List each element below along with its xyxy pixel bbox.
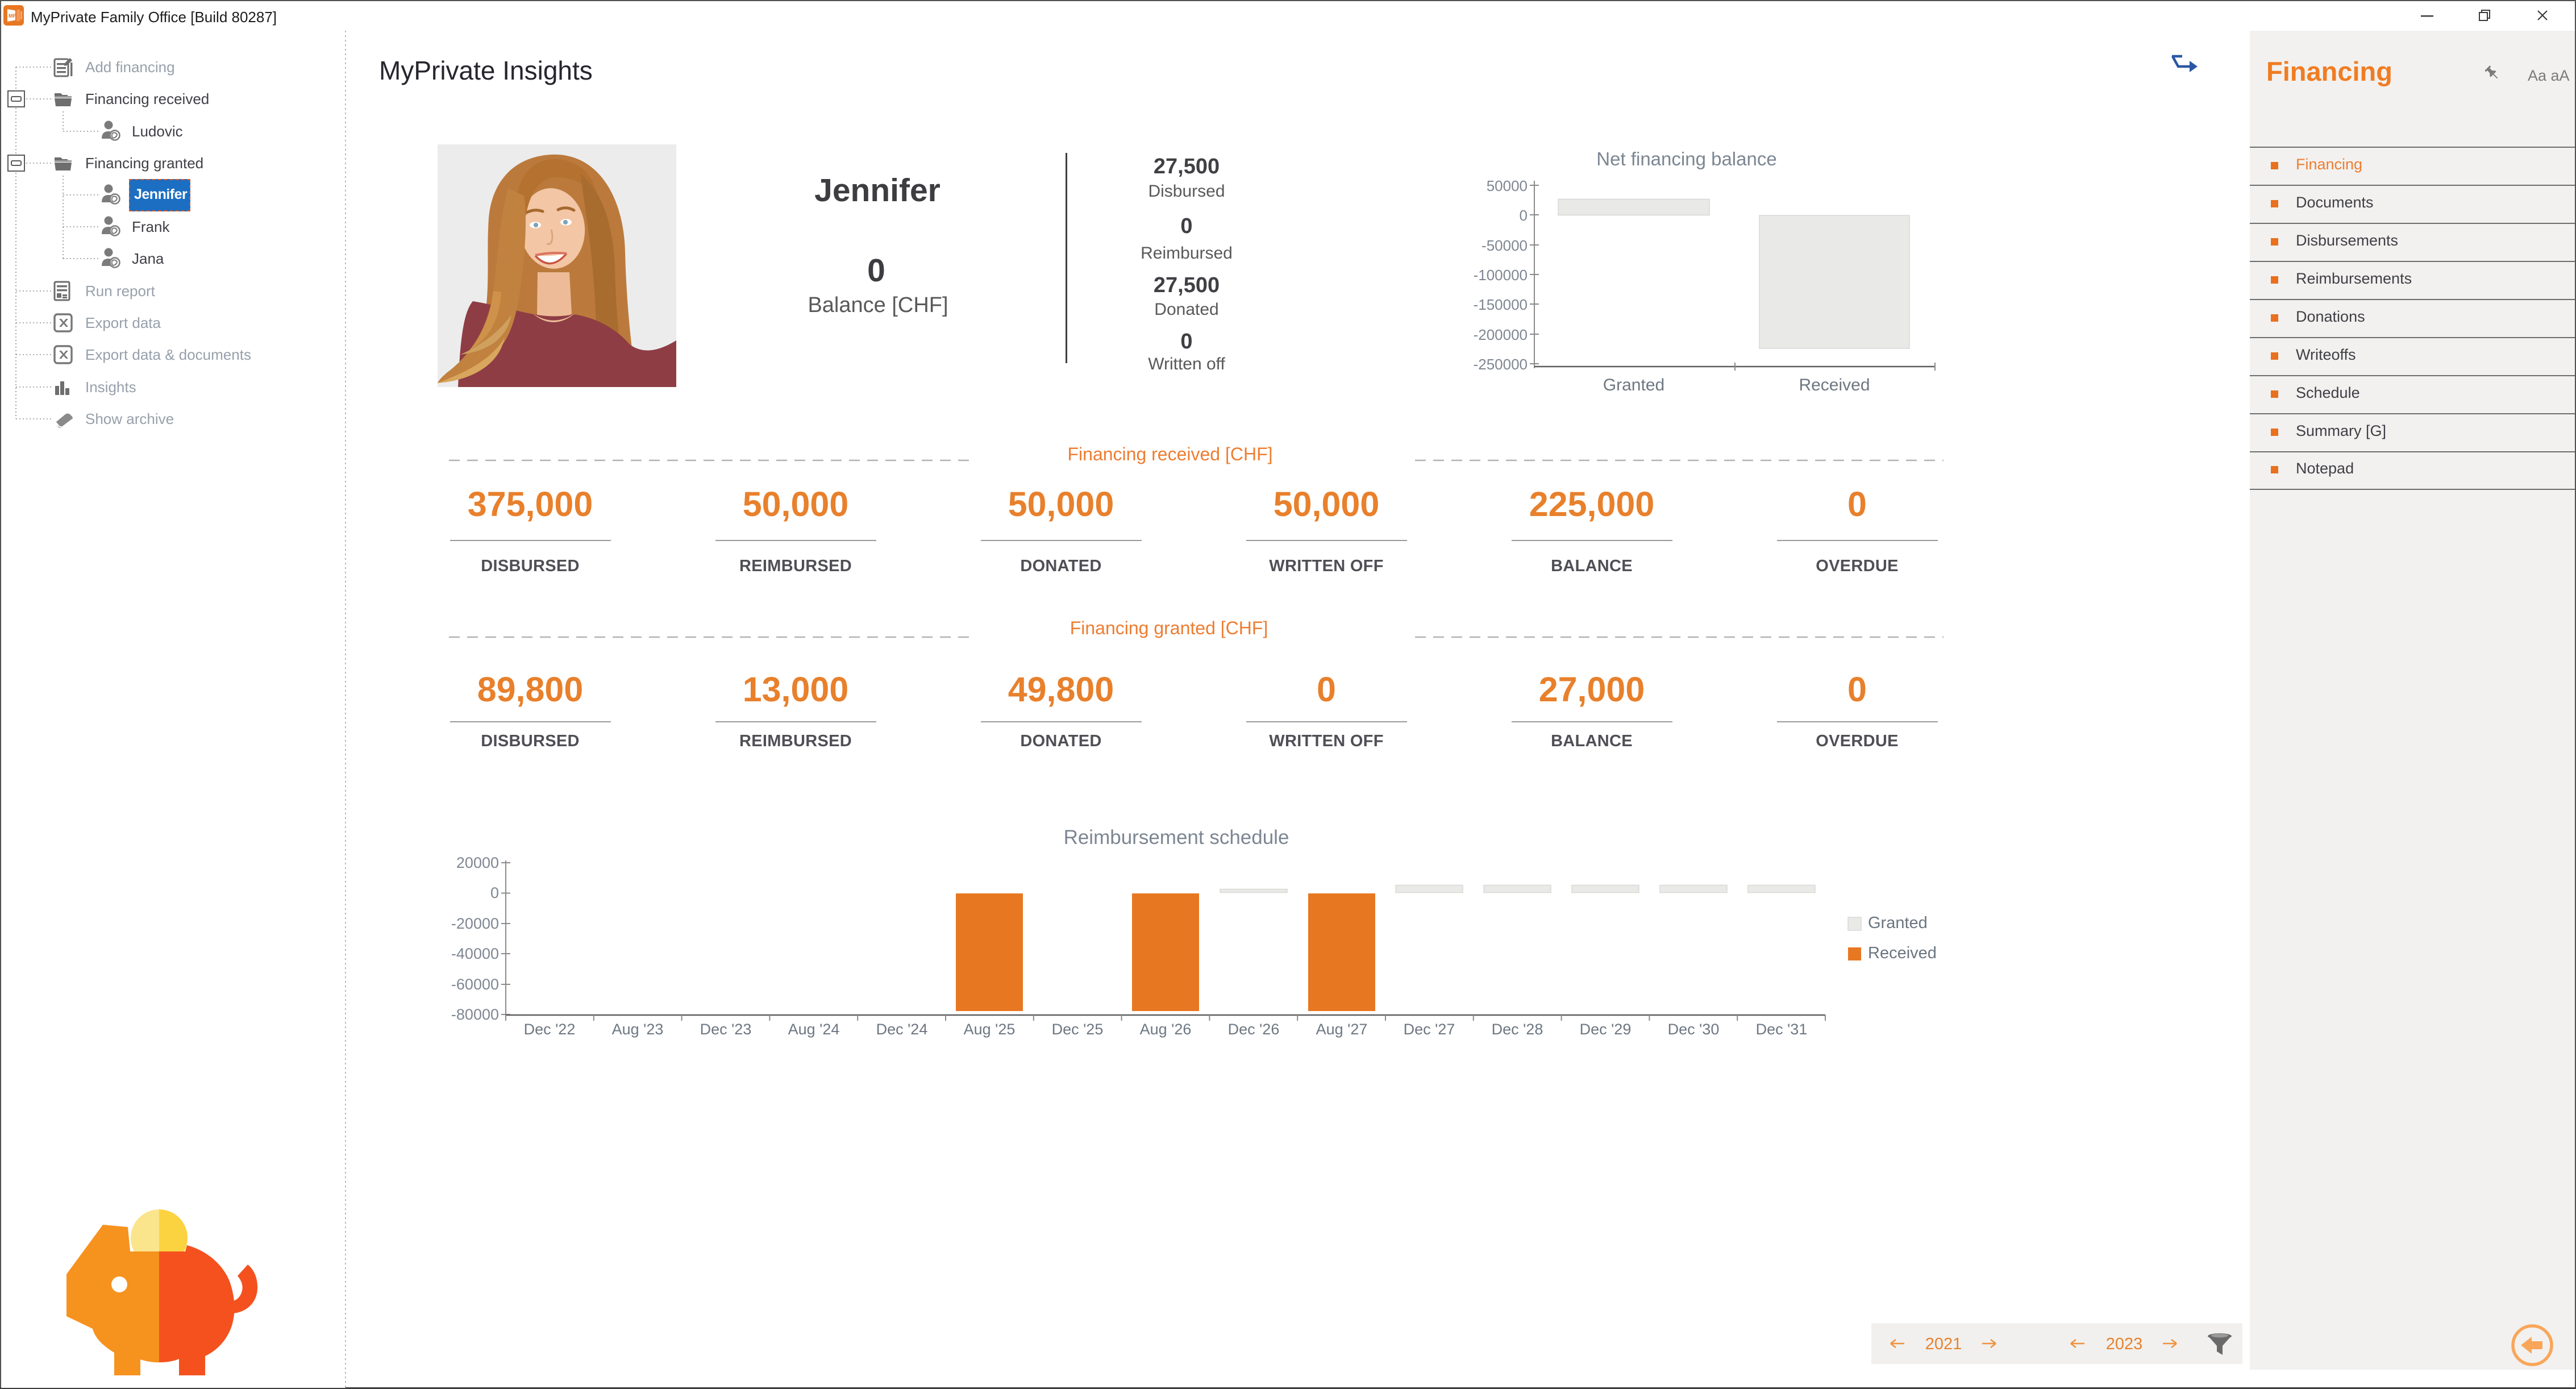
svg-text:50000: 50000 xyxy=(1487,177,1528,194)
svg-text:Aug '25: Aug '25 xyxy=(964,1021,1016,1038)
svg-text:Dec '23: Dec '23 xyxy=(700,1021,752,1038)
svg-text:Dec '31: Dec '31 xyxy=(1756,1021,1808,1038)
svg-text:Dec '30: Dec '30 xyxy=(1668,1021,1720,1038)
svg-text:Granted: Granted xyxy=(1868,914,1928,932)
svg-text:-20000: -20000 xyxy=(451,915,499,932)
svg-text:Dec '24: Dec '24 xyxy=(876,1021,928,1038)
svg-text:Received: Received xyxy=(1799,376,1870,394)
svg-text:MP: MP xyxy=(9,13,16,19)
svg-text:-50000: -50000 xyxy=(1481,237,1528,254)
svg-text:0: 0 xyxy=(490,884,499,901)
svg-text:Dec '28: Dec '28 xyxy=(1492,1021,1543,1038)
svg-text:-200000: -200000 xyxy=(1474,326,1528,343)
svg-text:-150000: -150000 xyxy=(1474,296,1528,313)
svg-text:20000: 20000 xyxy=(456,854,499,871)
svg-text:Granted: Granted xyxy=(1603,376,1664,394)
svg-text:Dec '22: Dec '22 xyxy=(524,1021,576,1038)
svg-text:0: 0 xyxy=(1520,207,1528,224)
svg-text:-40000: -40000 xyxy=(451,945,499,962)
svg-text:Aug '23: Aug '23 xyxy=(612,1021,664,1038)
svg-text:Dec '26: Dec '26 xyxy=(1228,1021,1280,1038)
svg-text:-80000: -80000 xyxy=(451,1006,499,1023)
svg-text:-100000: -100000 xyxy=(1474,267,1528,284)
svg-text:Dec '25: Dec '25 xyxy=(1052,1021,1104,1038)
svg-text:Dec '27: Dec '27 xyxy=(1404,1021,1455,1038)
svg-text:Received: Received xyxy=(1868,944,1937,962)
svg-text:2021: 2021 xyxy=(1925,1335,1962,1353)
svg-text:2023: 2023 xyxy=(2106,1335,2143,1353)
svg-text:Aug '26: Aug '26 xyxy=(1140,1021,1192,1038)
svg-text:-60000: -60000 xyxy=(451,976,499,993)
svg-text:-250000: -250000 xyxy=(1474,356,1528,373)
svg-text:Aug '27: Aug '27 xyxy=(1316,1021,1368,1038)
svg-text:Dec '29: Dec '29 xyxy=(1580,1021,1632,1038)
svg-text:Aug '24: Aug '24 xyxy=(788,1021,840,1038)
